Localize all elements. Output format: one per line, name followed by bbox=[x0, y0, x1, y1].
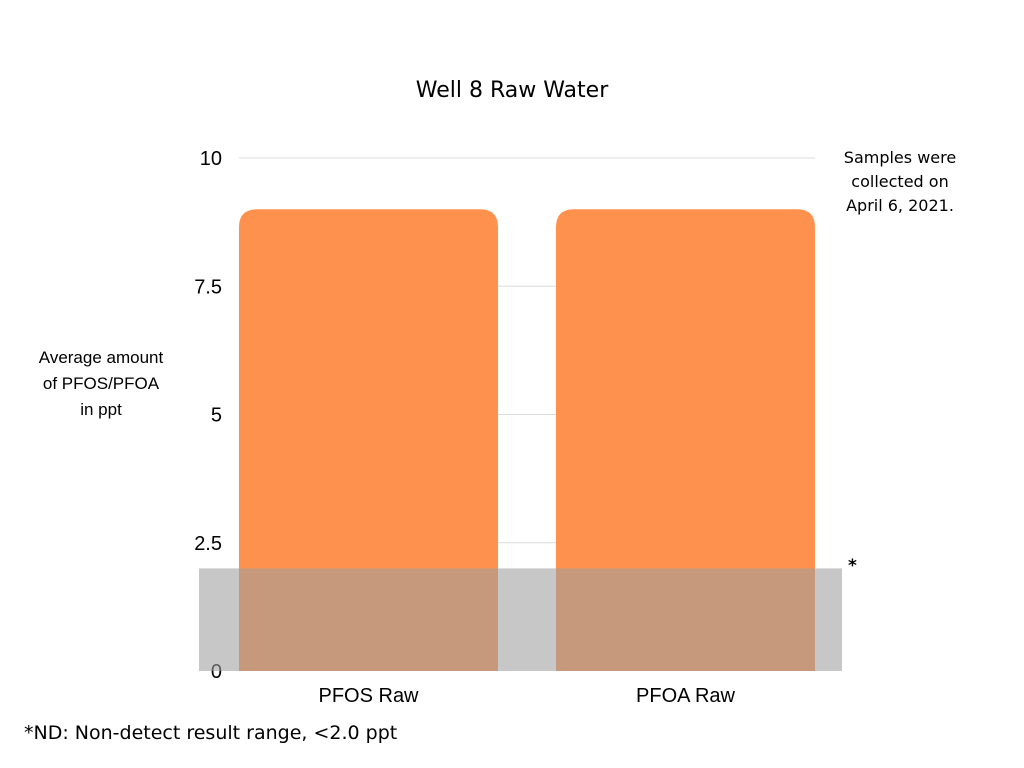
y-axis-label-line: of PFOS/PFOA bbox=[42, 374, 160, 393]
y-axis-ticks: 0 2.5 5 7.5 10 bbox=[194, 148, 222, 683]
bar-pfoa-raw bbox=[556, 209, 815, 672]
y-axis-label-line: Average amount bbox=[38, 348, 164, 367]
y-tick-label: 2.5 bbox=[194, 533, 222, 555]
bars bbox=[239, 209, 815, 672]
y-axis-label: Average amount of PFOS/PFOA in ppt bbox=[14, 345, 188, 423]
note-line: collected on bbox=[851, 172, 949, 191]
y-tick-label: 10 bbox=[200, 148, 222, 170]
y-tick-label: 5 bbox=[211, 405, 222, 427]
x-tick-label: PFOS Raw bbox=[318, 685, 419, 707]
y-axis-label-line: in ppt bbox=[80, 400, 122, 419]
bar-pfos-raw bbox=[239, 209, 498, 672]
y-tick-label: 7.5 bbox=[194, 276, 222, 298]
non-detect-footnote: *ND: Non-detect result range, <2.0 ppt bbox=[24, 722, 398, 744]
y-tick-label: 0 bbox=[211, 661, 222, 683]
chart-title: Well 8 Raw Water bbox=[415, 78, 609, 103]
note-line: April 6, 2021. bbox=[846, 196, 954, 215]
non-detect-marker: * bbox=[848, 556, 857, 576]
x-tick-label: PFOA Raw bbox=[636, 685, 735, 707]
non-detect-band bbox=[199, 568, 842, 671]
non-detect-band-layer bbox=[199, 568, 842, 671]
x-axis-labels: PFOS Raw PFOA Raw bbox=[318, 685, 735, 707]
sample-date-note: Samples were collected on April 6, 2021. bbox=[830, 146, 970, 218]
note-line: Samples were bbox=[843, 148, 957, 167]
